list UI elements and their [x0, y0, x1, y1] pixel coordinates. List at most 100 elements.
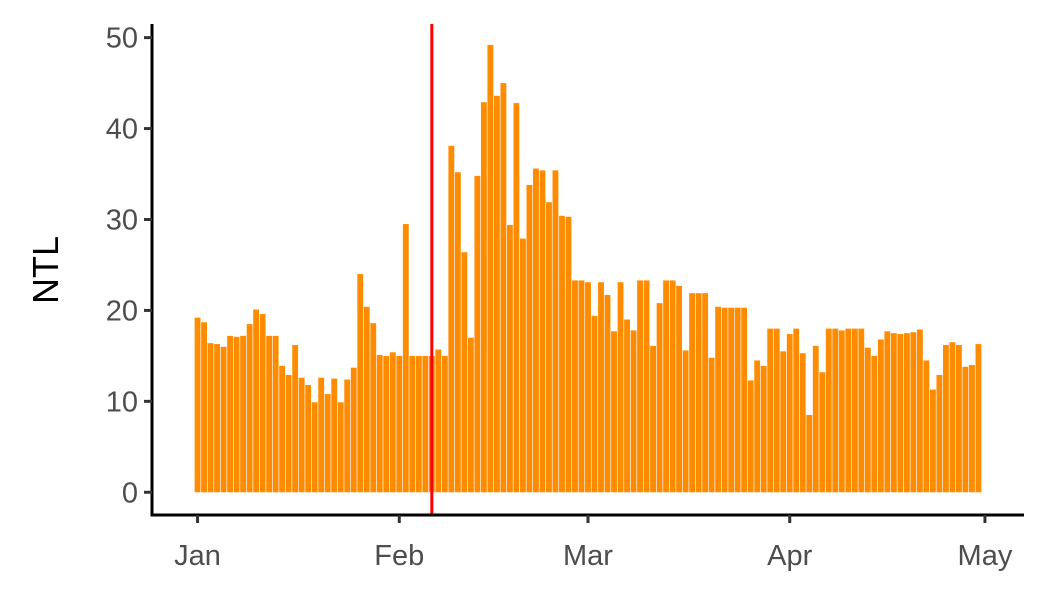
bar	[526, 184, 533, 493]
bar	[500, 83, 507, 493]
bar	[266, 335, 273, 493]
bar	[389, 352, 396, 493]
bar	[949, 342, 956, 493]
bar	[480, 102, 487, 493]
bar	[890, 333, 897, 493]
bar	[454, 172, 461, 493]
bar	[572, 280, 578, 493]
x-tick-label: Apr	[767, 540, 812, 572]
bars-layer	[194, 44, 982, 493]
bar	[936, 374, 943, 493]
bar	[448, 145, 455, 493]
bar	[506, 224, 513, 493]
bar	[279, 365, 286, 493]
bar	[676, 285, 683, 493]
bar	[246, 324, 253, 493]
y-tick-label: 20	[106, 295, 138, 327]
bar	[780, 351, 787, 493]
y-tick-label: 10	[106, 386, 138, 418]
bar	[864, 347, 871, 493]
bar	[220, 346, 227, 493]
bar	[793, 328, 800, 493]
bar	[637, 280, 643, 493]
bar	[233, 336, 240, 493]
bar	[760, 365, 767, 493]
bar	[656, 303, 663, 493]
bar	[201, 322, 207, 493]
x-tick-label: Feb	[374, 540, 424, 572]
bar	[559, 215, 565, 493]
bar	[272, 335, 279, 493]
bar	[604, 294, 611, 493]
bar	[799, 353, 806, 493]
bar	[253, 309, 260, 493]
bar	[337, 402, 344, 493]
y-tick-label: 0	[122, 477, 138, 509]
bar	[819, 372, 826, 493]
bar	[650, 345, 657, 493]
y-tick-label: 50	[106, 23, 138, 55]
bar	[396, 355, 403, 493]
bar	[402, 224, 409, 493]
x-tick-label: Jan	[174, 540, 221, 572]
bar	[728, 307, 735, 493]
bar	[539, 170, 546, 493]
bar	[851, 328, 858, 493]
bar	[214, 344, 221, 493]
bar	[376, 354, 383, 493]
bar	[689, 293, 696, 493]
bar	[741, 307, 748, 493]
bar	[877, 339, 884, 493]
bar	[884, 331, 891, 493]
bar	[194, 317, 201, 493]
bar	[578, 280, 585, 493]
bar	[721, 307, 728, 493]
bar	[871, 355, 878, 493]
bar	[734, 307, 741, 493]
bar	[832, 328, 839, 493]
bar	[350, 367, 357, 493]
x-tick-label: May	[958, 540, 1013, 572]
bar	[624, 319, 630, 493]
bar	[682, 350, 689, 493]
bar	[695, 293, 702, 493]
y-ticks: 0 10 20 30 40 50	[106, 23, 152, 509]
bar	[298, 377, 305, 493]
bar	[370, 323, 377, 493]
y-tick-label: 30	[106, 204, 138, 236]
bar	[708, 357, 715, 493]
bar	[461, 252, 468, 493]
bar	[487, 44, 494, 493]
y-tick-label: 40	[106, 114, 138, 146]
bar	[383, 355, 390, 493]
bar	[493, 95, 500, 493]
bar	[617, 282, 624, 493]
bar	[747, 380, 754, 493]
bar	[754, 360, 761, 493]
bar	[344, 379, 351, 493]
y-axis-title: NTL	[25, 236, 66, 304]
bar	[969, 364, 975, 493]
bar	[812, 345, 819, 493]
bar	[897, 334, 904, 493]
bar	[533, 168, 539, 493]
bar	[825, 328, 832, 493]
bar	[520, 238, 526, 493]
bar	[546, 202, 552, 493]
bar	[591, 315, 598, 493]
bar	[663, 280, 670, 493]
bar	[845, 328, 852, 493]
bar	[715, 306, 722, 493]
bar	[962, 366, 969, 493]
bar	[552, 170, 559, 493]
bar	[357, 274, 364, 493]
bar	[422, 355, 429, 493]
bar	[916, 329, 923, 493]
bar	[975, 344, 982, 493]
x-tick-label: Mar	[563, 540, 613, 572]
bar	[467, 337, 474, 493]
bar	[305, 384, 312, 493]
bar	[910, 332, 917, 493]
